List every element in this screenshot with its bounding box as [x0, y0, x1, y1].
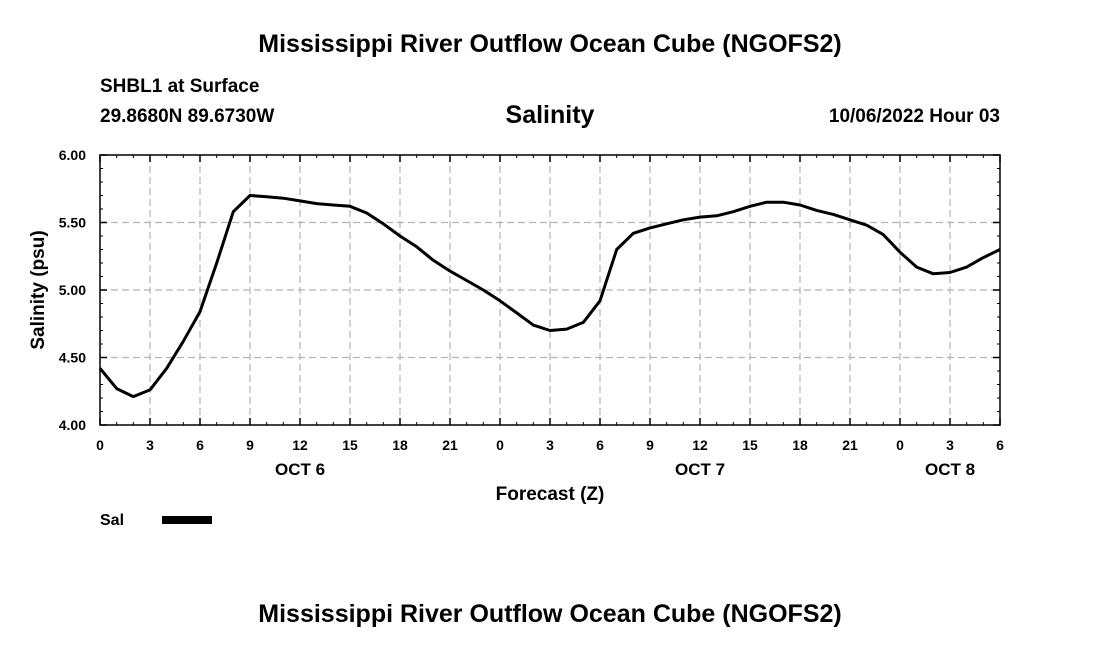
- y-tick-label: 6.00: [59, 147, 86, 163]
- x-tick-label: 0: [496, 437, 504, 453]
- axis-ticks: [99, 154, 1001, 426]
- y-tick-label: 4.50: [59, 350, 86, 366]
- variable-title: Salinity: [505, 101, 595, 129]
- x-tick-label: 21: [442, 437, 458, 453]
- x-tick-label: 6: [596, 437, 604, 453]
- chart-title-bottom: Mississippi River Outflow Ocean Cube (NG…: [258, 600, 842, 628]
- x-tick-label: 18: [392, 437, 408, 453]
- x-tick-label: 6: [996, 437, 1004, 453]
- x-tick-label: 0: [96, 437, 104, 453]
- y-tick-label: 4.00: [59, 417, 86, 433]
- x-tick-label: 12: [692, 437, 708, 453]
- date-label: OCT 8: [925, 460, 975, 479]
- x-tick-label: 15: [342, 437, 358, 453]
- series-line-sal: [98, 194, 1001, 399]
- x-tick-label: 3: [946, 437, 954, 453]
- x-tick-label: 9: [646, 437, 654, 453]
- chart-title-top: Mississippi River Outflow Ocean Cube (NG…: [258, 30, 842, 58]
- y-tick-label: 5.50: [59, 215, 86, 231]
- x-axis-label: Forecast (Z): [496, 484, 605, 505]
- x-tick-label: 12: [292, 437, 308, 453]
- datetime-label: 10/06/2022 Hour 03: [828, 106, 1000, 127]
- date-label: OCT 7: [675, 460, 725, 479]
- coordinates-label: 29.8680N 89.6730W: [100, 106, 275, 127]
- x-tick-label: 18: [792, 437, 808, 453]
- legend-swatch-sal: [162, 516, 212, 524]
- grid-lines: [100, 155, 1000, 425]
- x-tick-label: 3: [546, 437, 554, 453]
- x-tick-label: 21: [842, 437, 858, 453]
- legend-label-sal: Sal: [100, 512, 124, 529]
- y-tick-label: 5.00: [59, 282, 86, 298]
- x-tick-label: 9: [246, 437, 254, 453]
- tick-labels: 0 3 6 9 12 15 18 21 0 3 6 9 12 15 18 21 0 3 6 4.00 4.50 5.00 5…: [59, 147, 1004, 479]
- x-tick-label: 6: [196, 437, 204, 453]
- station-label: SHBL1 at Surface: [100, 76, 260, 97]
- x-tick-label: 15: [742, 437, 758, 453]
- x-tick-label: 3: [146, 437, 154, 453]
- y-axis-label: Salinity (psu): [28, 230, 49, 349]
- x-tick-label: 0: [896, 437, 904, 453]
- date-label: OCT 6: [275, 460, 325, 479]
